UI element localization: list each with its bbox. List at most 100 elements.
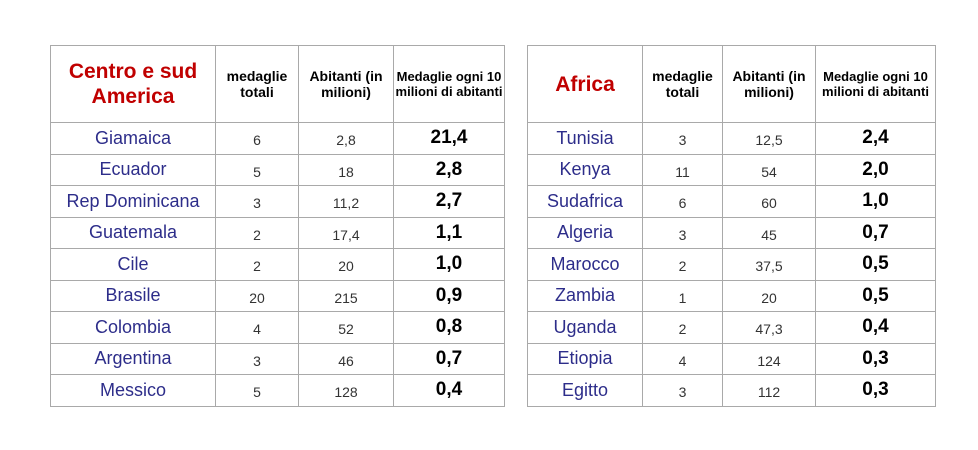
region-title: Centro e sud America — [50, 45, 216, 123]
population-cell: 37,5 — [722, 248, 816, 281]
medals-cell: 4 — [215, 311, 299, 344]
country-cell: Messico — [50, 374, 216, 407]
country-cell: Algeria — [527, 216, 643, 249]
rate-header: Medaglie ogni 10 milioni di abitanti — [393, 45, 505, 123]
country-cell: Egitto — [527, 374, 643, 407]
population-cell: 20 — [722, 279, 816, 312]
medals-cell: 5 — [215, 153, 299, 186]
rate-cell: 0,7 — [815, 216, 936, 249]
country-cell: Kenya — [527, 153, 643, 186]
medals-cell: 3 — [642, 122, 723, 155]
country-cell: Argentina — [50, 342, 216, 375]
medals-cell: 1 — [642, 279, 723, 312]
population-cell: 17,4 — [298, 216, 394, 249]
medals-cell: 6 — [642, 185, 723, 218]
population-cell: 46 — [298, 342, 394, 375]
rate-cell: 2,4 — [815, 122, 936, 155]
medals-cell: 5 — [215, 374, 299, 407]
population-header: Abitanti (in milioni) — [722, 45, 816, 123]
header-row: Africa medaglie totali Abitanti (in mili… — [527, 45, 936, 123]
population-cell: 12,5 — [722, 122, 816, 155]
table-row: Etiopia 4 124 0,3 — [527, 342, 936, 375]
medals-cell: 3 — [642, 374, 723, 407]
rate-cell: 1,1 — [393, 216, 505, 249]
population-cell: 2,8 — [298, 122, 394, 155]
population-header: Abitanti (in milioni) — [298, 45, 394, 123]
population-cell: 11,2 — [298, 185, 394, 218]
country-cell: Sudafrica — [527, 185, 643, 218]
rate-cell: 0,9 — [393, 279, 505, 312]
country-cell: Tunisia — [527, 122, 643, 155]
table-row: Sudafrica 6 60 1,0 — [527, 185, 936, 218]
table-row: Algeria 3 45 0,7 — [527, 216, 936, 249]
rate-cell: 2,0 — [815, 153, 936, 186]
table-row: Egitto 3 112 0,3 — [527, 374, 936, 407]
rate-cell: 0,4 — [393, 374, 505, 407]
rate-cell: 21,4 — [393, 122, 505, 155]
rate-cell: 0,7 — [393, 342, 505, 375]
rate-cell: 0,4 — [815, 311, 936, 344]
medals-cell: 3 — [642, 216, 723, 249]
country-cell: Brasile — [50, 279, 216, 312]
table-centro-sud-america: Centro e sud America medaglie totali Abi… — [50, 45, 505, 407]
population-cell: 52 — [298, 311, 394, 344]
region-title: Africa — [527, 45, 643, 123]
population-cell: 54 — [722, 153, 816, 186]
medals-cell: 2 — [642, 311, 723, 344]
medals-cell: 20 — [215, 279, 299, 312]
table-row: Cile 2 20 1,0 — [50, 248, 505, 281]
population-cell: 45 — [722, 216, 816, 249]
medals-cell: 4 — [642, 342, 723, 375]
table-row: Giamaica 6 2,8 21,4 — [50, 122, 505, 155]
medals-cell: 11 — [642, 153, 723, 186]
table-row: Tunisia 3 12,5 2,4 — [527, 122, 936, 155]
population-cell: 47,3 — [722, 311, 816, 344]
medals-cell: 6 — [215, 122, 299, 155]
table-row: Zambia 1 20 0,5 — [527, 279, 936, 312]
country-cell: Etiopia — [527, 342, 643, 375]
population-cell: 18 — [298, 153, 394, 186]
medals-header: medaglie totali — [215, 45, 299, 123]
country-cell: Colombia — [50, 311, 216, 344]
population-cell: 112 — [722, 374, 816, 407]
rate-cell: 2,7 — [393, 185, 505, 218]
rate-header: Medaglie ogni 10 milioni di abitanti — [815, 45, 936, 123]
rate-cell: 0,5 — [815, 279, 936, 312]
table-row: Ecuador 5 18 2,8 — [50, 153, 505, 186]
rate-cell: 2,8 — [393, 153, 505, 186]
table-row: Colombia 4 52 0,8 — [50, 311, 505, 344]
table-row: Brasile 20 215 0,9 — [50, 279, 505, 312]
country-cell: Rep Dominicana — [50, 185, 216, 218]
rate-cell: 0,8 — [393, 311, 505, 344]
medals-cell: 3 — [215, 185, 299, 218]
table-row: Kenya 11 54 2,0 — [527, 153, 936, 186]
country-cell: Marocco — [527, 248, 643, 281]
rate-cell: 0,3 — [815, 342, 936, 375]
medals-cell: 2 — [215, 216, 299, 249]
table-row: Argentina 3 46 0,7 — [50, 342, 505, 375]
table-africa: Africa medaglie totali Abitanti (in mili… — [527, 45, 936, 407]
population-cell: 215 — [298, 279, 394, 312]
population-cell: 128 — [298, 374, 394, 407]
table-row: Rep Dominicana 3 11,2 2,7 — [50, 185, 505, 218]
table-row: Uganda 2 47,3 0,4 — [527, 311, 936, 344]
rate-cell: 0,5 — [815, 248, 936, 281]
table-row: Marocco 2 37,5 0,5 — [527, 248, 936, 281]
country-cell: Cile — [50, 248, 216, 281]
table-row: Messico 5 128 0,4 — [50, 374, 505, 407]
medals-cell: 2 — [642, 248, 723, 281]
population-cell: 124 — [722, 342, 816, 375]
rate-cell: 1,0 — [815, 185, 936, 218]
country-cell: Uganda — [527, 311, 643, 344]
rate-cell: 1,0 — [393, 248, 505, 281]
country-cell: Guatemala — [50, 216, 216, 249]
country-cell: Zambia — [527, 279, 643, 312]
country-cell: Giamaica — [50, 122, 216, 155]
header-row: Centro e sud America medaglie totali Abi… — [50, 45, 505, 123]
country-cell: Ecuador — [50, 153, 216, 186]
population-cell: 20 — [298, 248, 394, 281]
table-row: Guatemala 2 17,4 1,1 — [50, 216, 505, 249]
rate-cell: 0,3 — [815, 374, 936, 407]
population-cell: 60 — [722, 185, 816, 218]
medals-cell: 3 — [215, 342, 299, 375]
